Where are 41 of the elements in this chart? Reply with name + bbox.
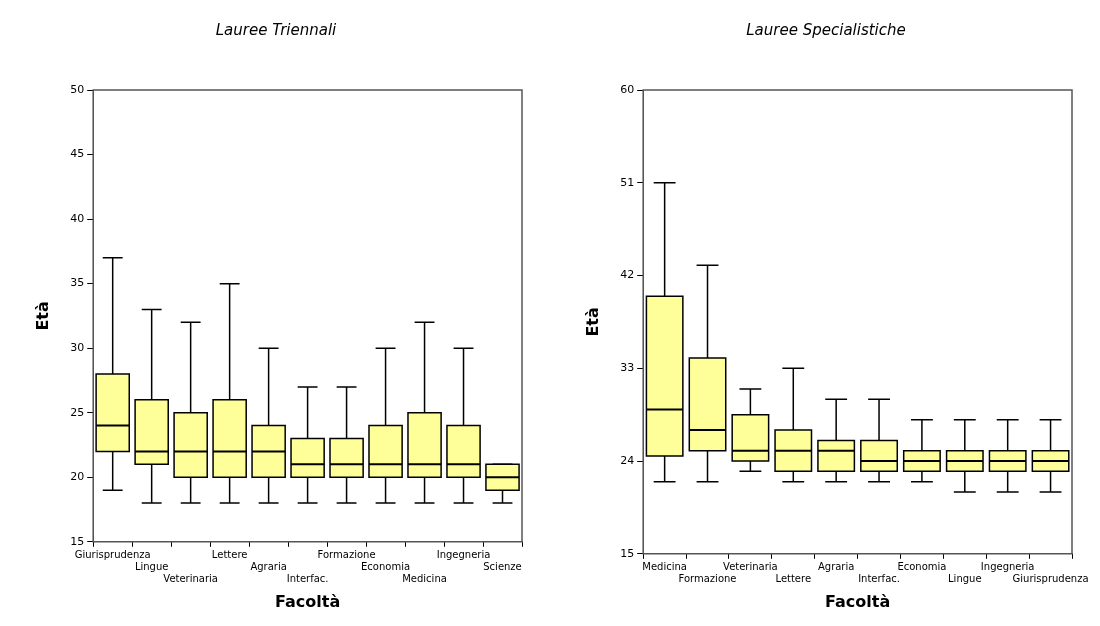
- x-tick-label: Economia: [361, 561, 411, 573]
- y-tick-label: 35: [70, 276, 85, 290]
- x-axis-title: Facoltà: [825, 591, 891, 611]
- y-tick-label: 24: [620, 453, 635, 467]
- x-tick-label: Ingegneria: [436, 549, 491, 561]
- x-tick-label: Ingegneria: [980, 561, 1035, 573]
- chart-title: Lauree Specialistiche: [746, 20, 906, 39]
- y-tick-label: 33: [620, 361, 635, 375]
- y-tick-label: 20: [70, 470, 85, 484]
- y-tick-label: 15: [70, 534, 85, 548]
- x-tick-label: Lettere: [775, 573, 812, 585]
- x-tick-label: Lingue: [134, 561, 169, 573]
- y-tick-label: 60: [620, 82, 635, 96]
- y-tick-label: 30: [70, 341, 85, 355]
- x-tick-label: Formazione: [317, 549, 376, 561]
- x-tick-label: Medicina: [402, 573, 447, 585]
- y-tick-label: 50: [70, 82, 85, 96]
- y-tick-label: 40: [70, 211, 85, 225]
- chart-title: Lauree Triennali: [215, 20, 338, 39]
- x-tick-label: Interfac.: [858, 573, 900, 585]
- y-axis-title: Età: [32, 301, 52, 331]
- x-tick-label: Giurisprudenza: [74, 549, 151, 561]
- x-tick-label: Lingue: [948, 573, 982, 585]
- x-tick-label: Economia: [897, 561, 947, 573]
- y-tick-label: 51: [620, 175, 635, 189]
- x-tick-label: Agraria: [817, 561, 855, 573]
- y-axis-title: Età: [582, 307, 602, 337]
- x-tick-label: Lettere: [211, 549, 248, 561]
- y-tick-label: 15: [620, 546, 635, 560]
- y-tick-label: 42: [620, 268, 635, 282]
- x-tick-label: Veterinaria: [163, 573, 218, 585]
- x-tick-label: Giurisprudenza: [1012, 573, 1089, 585]
- y-tick-label: 45: [70, 147, 85, 161]
- x-tick-label: Scienze: [483, 561, 522, 573]
- x-tick-label: Agraria: [250, 561, 287, 573]
- x-tick-label: Formazione: [678, 573, 737, 585]
- y-tick-label: 25: [70, 405, 85, 419]
- x-tick-label: Interfac.: [286, 573, 329, 585]
- x-tick-label: Medicina: [642, 561, 687, 573]
- x-tick-label: Veterinaria: [723, 561, 778, 573]
- x-axis-title: Facoltà: [275, 591, 341, 611]
